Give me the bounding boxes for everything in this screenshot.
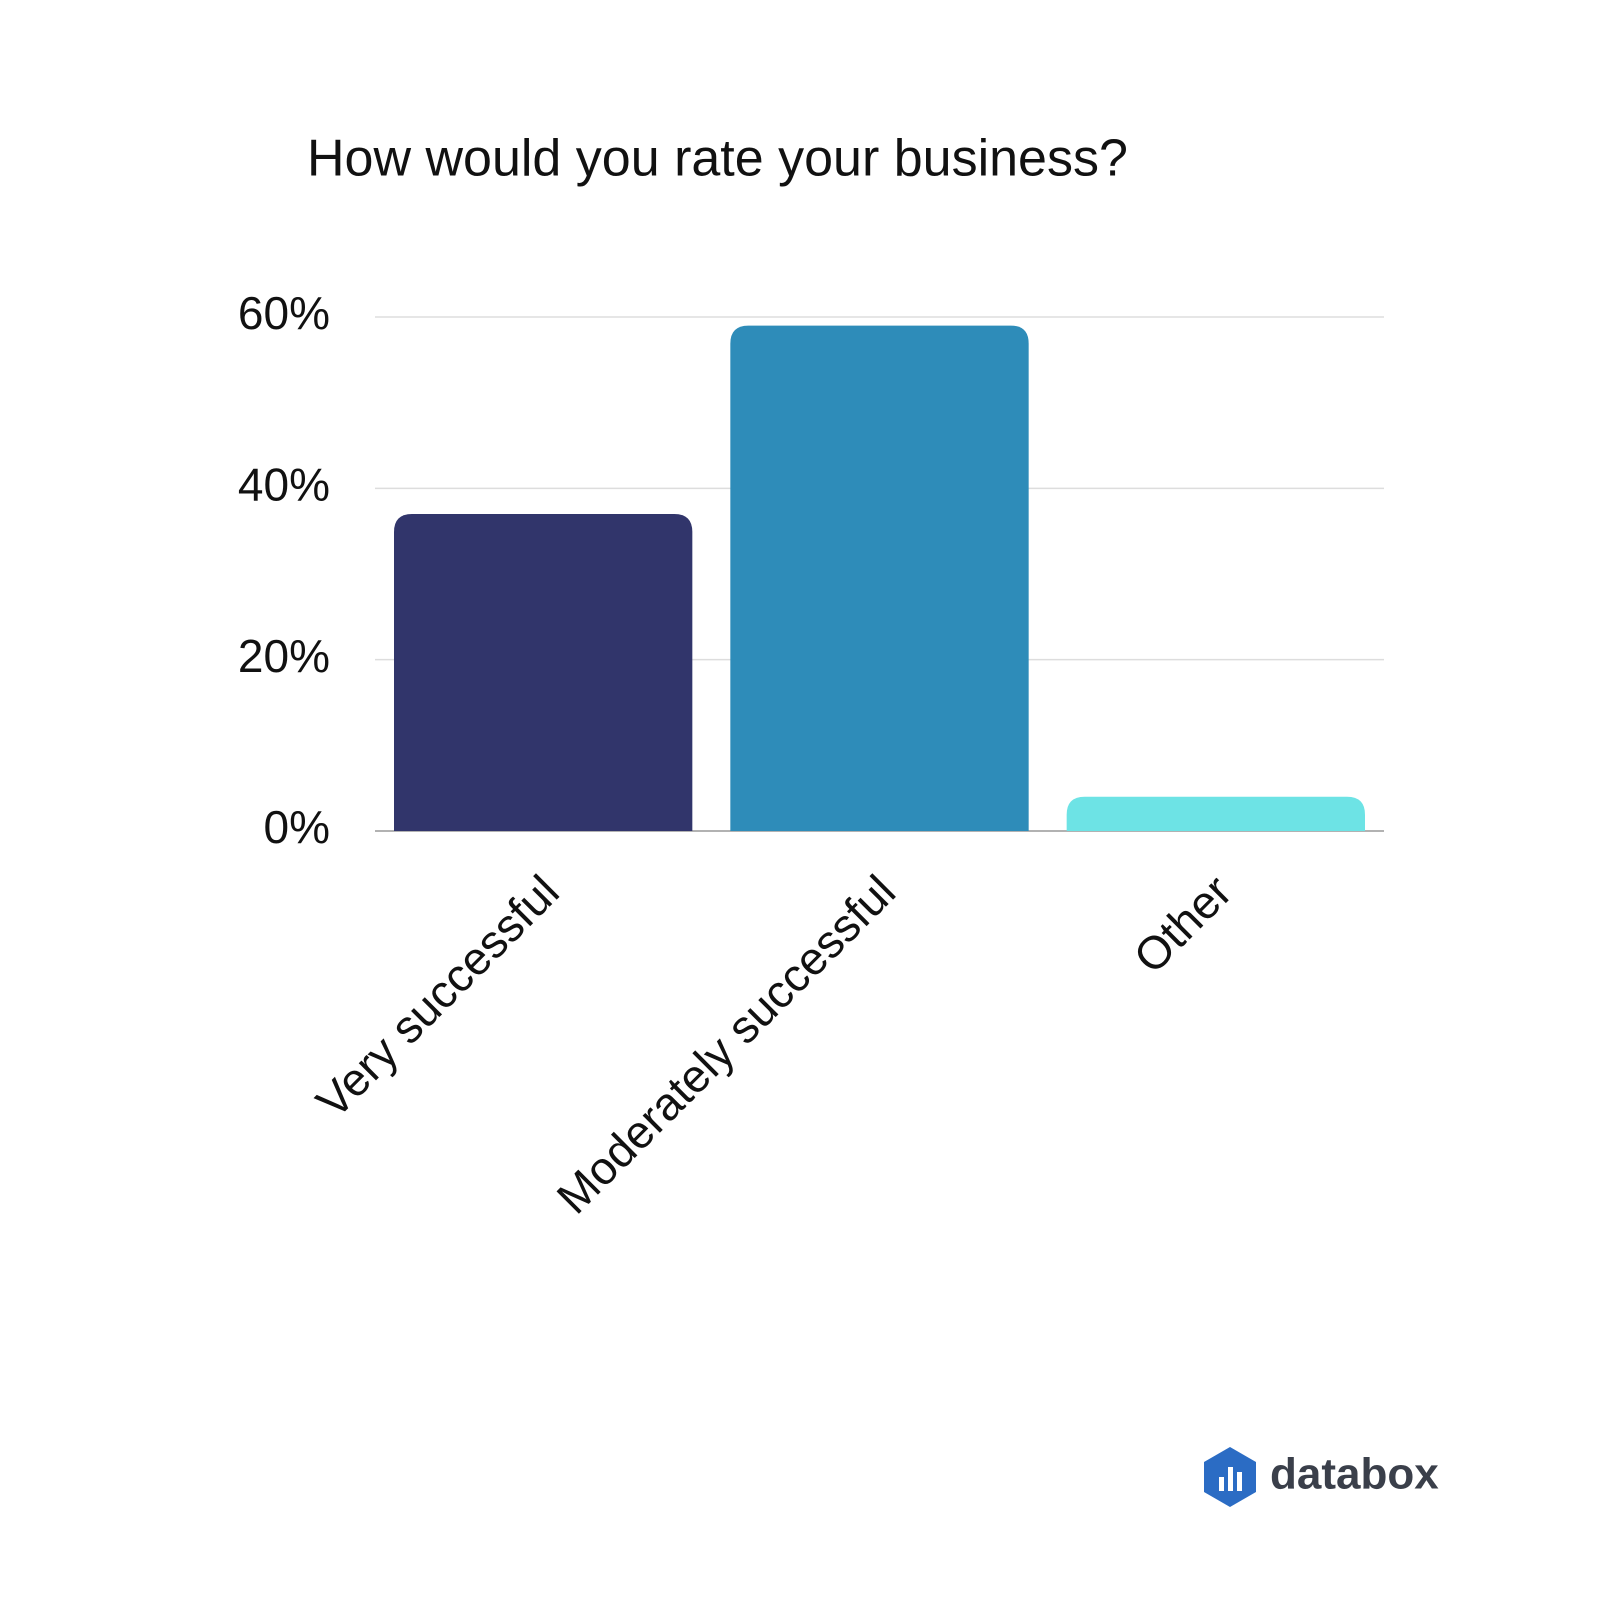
x-tick-label: Very successful	[306, 865, 569, 1128]
logo-icon-bar	[1228, 1467, 1233, 1491]
y-tick-label: 40%	[238, 458, 330, 510]
bar	[1066, 796, 1365, 831]
bar	[394, 514, 693, 831]
logo-text: databox	[1270, 1450, 1439, 1499]
logo-icon-bar	[1219, 1477, 1224, 1491]
y-tick-label: 60%	[238, 287, 330, 339]
logo-icon-bar	[1237, 1472, 1242, 1491]
x-tick-label: Other	[1123, 865, 1241, 983]
y-tick-label: 0%	[264, 801, 330, 853]
logo: databox	[1204, 1447, 1439, 1507]
x-tick-label: Moderately successful	[547, 865, 906, 1224]
chart-title: How would you rate your business?	[307, 130, 1128, 188]
y-tick-label: 20%	[238, 630, 330, 682]
bar	[730, 325, 1029, 831]
